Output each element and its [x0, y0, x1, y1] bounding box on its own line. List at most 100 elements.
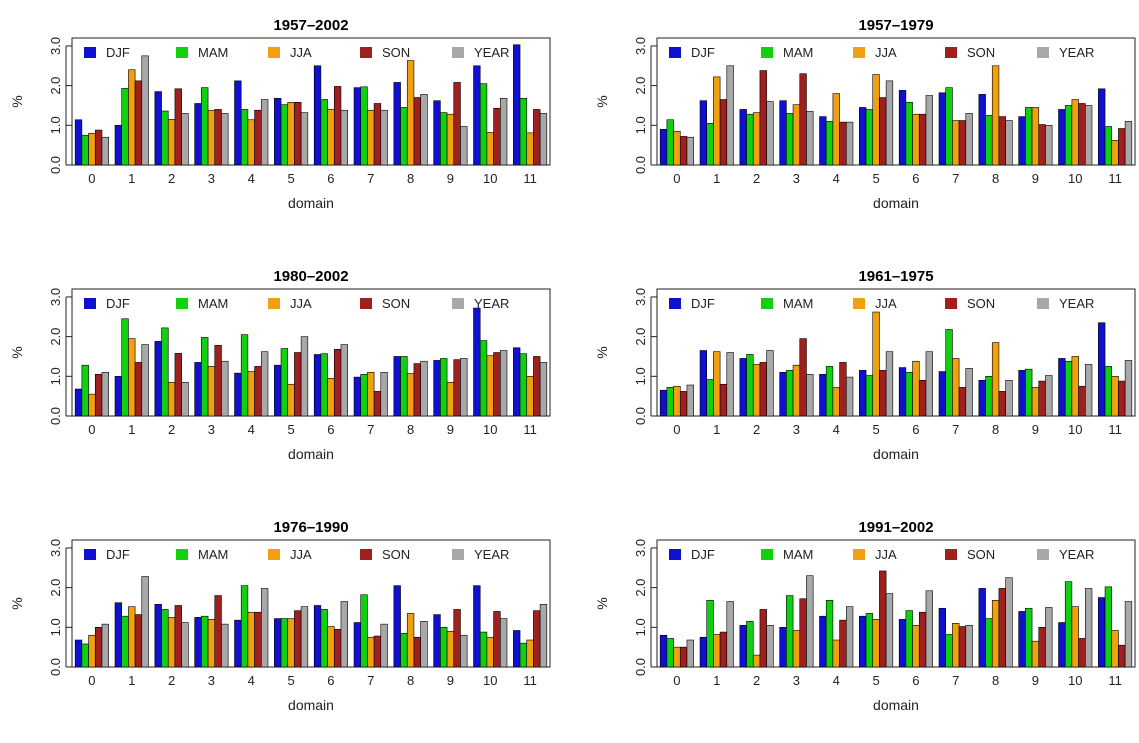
bar-mam-domain-1 [121, 318, 129, 417]
legend-swatch-son [945, 549, 957, 560]
bar-mam-domain-6 [905, 101, 913, 166]
bar-djf-domain-11 [513, 347, 521, 417]
legend: DJF MAM JJA SON YEAR [669, 547, 1094, 562]
chart-title: 1957–2002 [273, 17, 348, 34]
x-tick-label: 3 [208, 673, 215, 688]
y-tick-label: 3.0 [633, 37, 648, 55]
x-tick-label: 5 [287, 673, 294, 688]
legend-swatch-jja [268, 298, 280, 309]
x-tick-label: 7 [952, 422, 959, 437]
bar-son-domain-7 [373, 635, 382, 668]
x-tick-label: 1 [713, 171, 720, 186]
legend-swatch-djf [669, 549, 681, 560]
x-tick-label: 0 [673, 171, 680, 186]
bar-year-domain-3 [806, 111, 814, 166]
chart-title: 1961–1975 [858, 268, 933, 285]
bar-son-domain-9 [1038, 627, 1046, 668]
bar-jja-domain-4 [247, 119, 255, 166]
bar-mam-domain-2 [161, 609, 169, 668]
x-tick-label: 4 [833, 422, 840, 437]
x-tick-label: 1 [128, 422, 135, 437]
y-tick-label: 0.0 [48, 407, 63, 425]
bar-djf-domain-3 [779, 100, 787, 166]
bar-mam-domain-6 [320, 609, 328, 668]
bar-djf-domain-10 [473, 65, 481, 166]
bar-jja-domain-7 [367, 636, 375, 668]
legend-label-year: YEAR [474, 45, 509, 60]
x-tick-label: 8 [992, 171, 999, 186]
bar-jja-domain-4 [247, 611, 255, 668]
bar-jja-domain-10 [486, 355, 494, 417]
bar-jja-domain-0 [673, 646, 681, 668]
legend-swatch-year [1037, 298, 1049, 309]
x-tick-label: 0 [88, 171, 95, 186]
bar-jja-domain-11 [1111, 376, 1119, 417]
bar-jja-domain-5 [287, 383, 295, 417]
y-axis-label: % [594, 597, 610, 609]
x-axis-label: domain [288, 446, 334, 462]
bar-mam-domain-5 [280, 618, 289, 668]
bar-year-domain-8 [420, 621, 428, 668]
legend-label-son: SON [967, 296, 995, 311]
bar-year-domain-1 [141, 55, 149, 166]
bar-djf-domain-4 [234, 80, 242, 166]
legend-label-mam: MAM [198, 45, 228, 60]
bar-jja-domain-9 [446, 630, 455, 668]
bar-jja-domain-0 [88, 393, 96, 417]
y-tick-label: 0.0 [633, 658, 648, 676]
bar-mam-domain-8 [400, 632, 408, 668]
bar-djf-domain-7 [938, 92, 947, 166]
bar-mam-domain-0 [666, 638, 674, 668]
bar-year-domain-7 [380, 623, 388, 668]
bar-mam-domain-5 [865, 109, 874, 166]
bar-jja-domain-8 [406, 373, 415, 417]
bar-son-domain-5 [294, 610, 302, 668]
bar-mam-domain-5 [865, 613, 874, 668]
bar-son-domain-6 [333, 349, 342, 417]
bar-jja-domain-2 [752, 112, 761, 166]
x-tick-label: 4 [248, 171, 255, 186]
y-tick-label: 3.0 [633, 539, 648, 557]
y-tick-label: 1.0 [48, 618, 63, 636]
bar-djf-domain-6 [313, 65, 322, 166]
bar-year-domain-4 [845, 121, 854, 166]
bar-jja-domain-1 [713, 634, 721, 668]
bar-jja-domain-1 [713, 351, 721, 417]
bar-son-domain-3 [214, 595, 222, 668]
y-tick-label: 0.0 [633, 156, 648, 174]
bar-djf-domain-11 [513, 44, 521, 166]
bar-djf-domain-9 [433, 614, 441, 668]
legend-swatch-mam [176, 549, 188, 560]
bar-djf-domain-9 [1018, 116, 1026, 166]
bar-djf-domain-8 [393, 585, 401, 668]
x-axis-label: domain [288, 697, 334, 713]
bar-djf-domain-3 [779, 627, 787, 668]
legend-label-year: YEAR [1059, 296, 1094, 311]
x-tick-label: 2 [753, 422, 760, 437]
bar-jja-domain-0 [673, 130, 681, 166]
y-tick-label: 2.0 [48, 579, 63, 597]
bar-mam-domain-1 [706, 123, 714, 166]
bar-jja-domain-3 [207, 619, 216, 668]
bar-djf-domain-6 [313, 354, 322, 417]
bar-year-domain-7 [965, 625, 973, 668]
legend-label-djf: DJF [691, 45, 715, 60]
legend: DJF MAM JJA SON YEAR [669, 296, 1094, 311]
x-tick-label: 6 [327, 171, 334, 186]
legend-label-mam: MAM [783, 296, 813, 311]
bar-mam-domain-10 [479, 340, 488, 417]
bar-son-domain-6 [918, 611, 927, 668]
bar-jja-domain-2 [752, 654, 761, 668]
plot-frame [656, 539, 1136, 668]
bar-year-domain-8 [1005, 577, 1013, 668]
legend-label-jja: JJA [875, 296, 897, 311]
bar-djf-domain-4 [234, 372, 242, 417]
bar-mam-domain-9 [1025, 368, 1033, 417]
legend-label-mam: MAM [783, 45, 813, 60]
bar-jja-domain-9 [446, 381, 455, 417]
bar-mam-domain-0 [666, 119, 674, 166]
bar-year-domain-8 [1005, 379, 1013, 417]
bar-jja-domain-7 [952, 358, 960, 417]
bar-year-domain-6 [340, 601, 348, 668]
bar-son-domain-4 [839, 619, 847, 668]
